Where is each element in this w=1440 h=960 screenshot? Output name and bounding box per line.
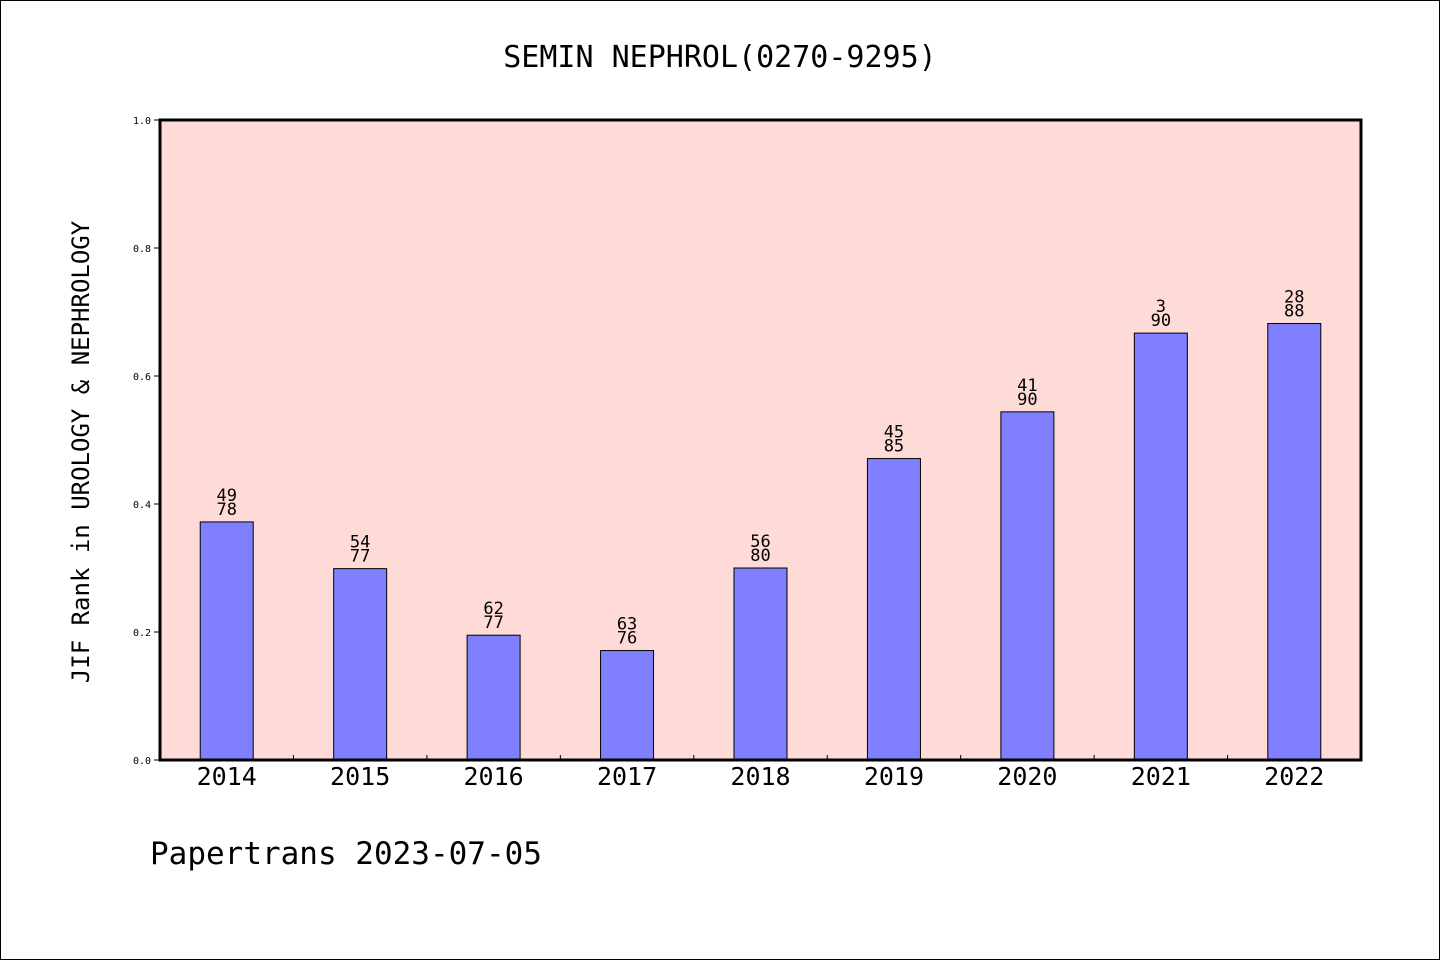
bar-total-label: 90 <box>1151 311 1171 331</box>
bar-total-label: 90 <box>1017 390 1037 410</box>
bar-total-label: 78 <box>216 500 236 520</box>
bar-rank-label: 56 <box>750 532 770 552</box>
y-axis-ticks: 0.0 0.2 0.4 0.6 0.8 1.0 <box>133 116 160 767</box>
bar-rank-label: 45 <box>884 423 904 443</box>
x-tick-label: 2014 <box>197 762 257 791</box>
bar-total-label: 77 <box>483 613 503 633</box>
bar-rank-label: 41 <box>1017 376 1037 396</box>
bar-rank-label: 3 <box>1156 297 1166 317</box>
bar-rank-label: 54 <box>350 533 370 553</box>
footer-text: Papertrans 2023-07-05 <box>150 836 542 872</box>
bar-2016 <box>466 634 521 761</box>
bar-2022 <box>1267 323 1322 761</box>
y-axis-label: JIF Rank in UROLOGY & NEPHROLOGY <box>67 220 95 683</box>
bar-2018 <box>733 567 788 761</box>
y-tick-label: 0.6 <box>133 372 151 383</box>
y-tick-label: 0.2 <box>133 628 151 639</box>
bar-total-label: 76 <box>617 629 637 649</box>
bar-2021 <box>1133 332 1188 761</box>
x-tick-label: 2016 <box>464 762 524 791</box>
x-tick-label: 2017 <box>597 762 657 791</box>
bars <box>199 323 1322 761</box>
bar-rank-label: 49 <box>216 486 236 506</box>
y-tick-label: 0.4 <box>133 500 151 511</box>
y-tick-label: 1.0 <box>133 116 151 127</box>
bar-total-label: 80 <box>750 546 770 566</box>
bar-2014 <box>199 521 254 761</box>
x-tick-label: 2015 <box>330 762 390 791</box>
bar-rank-label: 63 <box>617 615 637 635</box>
x-tick-label: 2018 <box>730 762 790 791</box>
bar-rank-label: 62 <box>483 599 503 619</box>
bar-2017 <box>600 650 655 761</box>
x-tick-label: 2022 <box>1264 762 1324 791</box>
y-tick-label: 0.0 <box>133 756 151 767</box>
x-tick-label: 2021 <box>1131 762 1191 791</box>
bar-2019 <box>866 458 921 761</box>
chart-title: SEMIN NEPHROL(0270-9295) <box>503 40 936 75</box>
bar-total-label: 77 <box>350 547 370 567</box>
x-tick-label: 2019 <box>864 762 924 791</box>
bar-2015 <box>333 568 388 761</box>
bar-rank-label: 28 <box>1284 288 1304 308</box>
bar-total-label: 85 <box>884 437 904 457</box>
plot-border <box>158 118 1363 762</box>
bar-total-label: 88 <box>1284 302 1304 322</box>
bar-2020 <box>1000 411 1055 761</box>
x-axis-labels: 2014 2015 2016 2017 2018 2019 2020 2021 2022 <box>197 762 1325 791</box>
y-tick-label: 0.8 <box>133 244 151 255</box>
x-tick-label: 2020 <box>997 762 1057 791</box>
